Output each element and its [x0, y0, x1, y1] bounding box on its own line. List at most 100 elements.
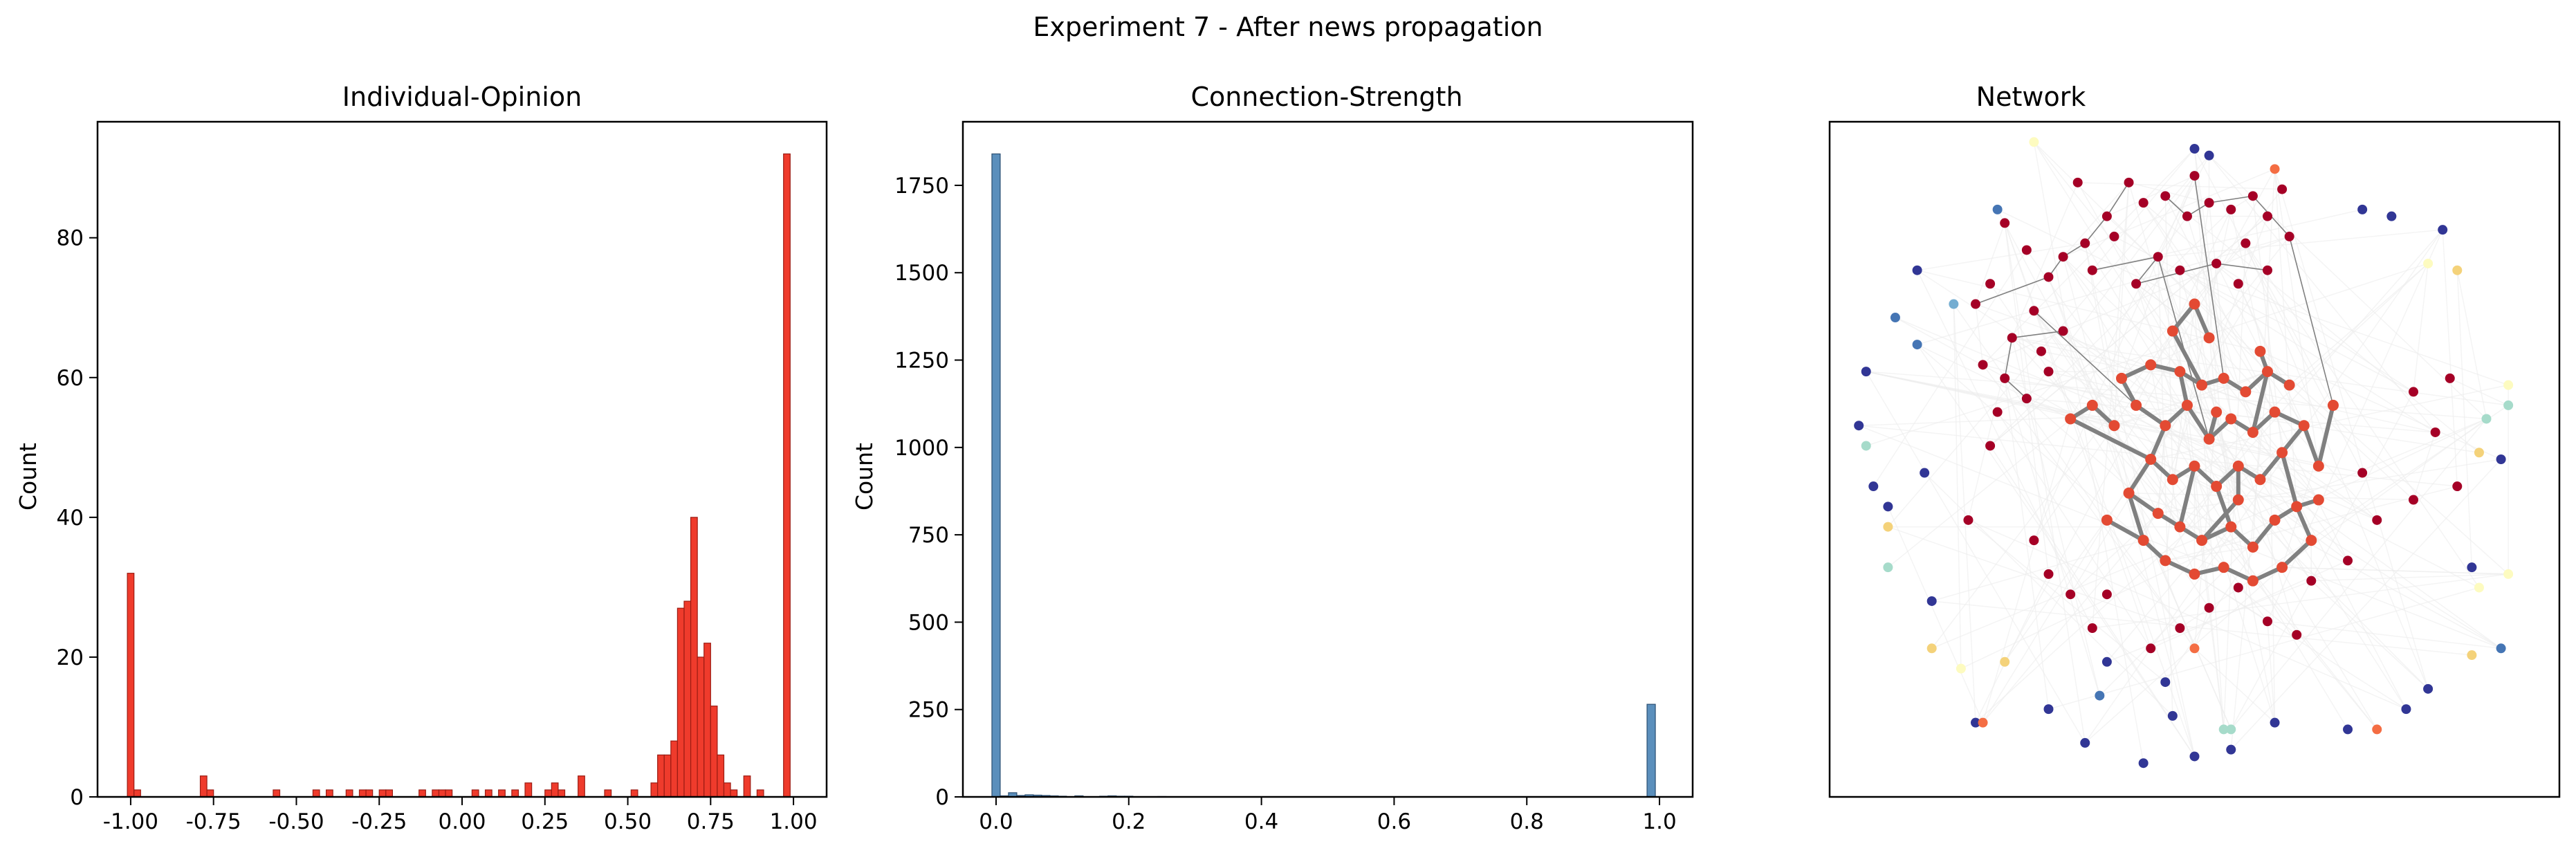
network-faint-edge	[2012, 182, 2079, 338]
network-node	[2029, 306, 2039, 316]
network-node	[2247, 575, 2258, 587]
opinion-histogram-ytick-label: 40	[57, 506, 84, 531]
network-node	[2138, 198, 2149, 208]
network-edge	[2126, 492, 2146, 542]
network-node	[2066, 589, 2076, 600]
network-faint-edge	[2187, 216, 2254, 433]
network-edge	[2004, 338, 2013, 379]
opinion-histogram-ytick-label: 20	[57, 645, 84, 670]
network-node	[2312, 460, 2324, 472]
network-faint-edge	[2143, 202, 2305, 426]
network-faint-edge	[2216, 411, 2480, 453]
network-faint-edge	[2164, 425, 2480, 589]
network-faint-edge	[2026, 398, 2159, 514]
opinion-histogram-bar	[677, 607, 685, 798]
network-node	[2409, 387, 2418, 397]
network-node	[2211, 406, 2223, 418]
opinion-histogram-yticks: 0 20 40 60 80	[57, 226, 98, 810]
network-panel: Network	[1828, 82, 2561, 798]
connection-histogram-ylabel: Count	[851, 443, 878, 511]
network-faint-edge	[2128, 182, 2209, 203]
network-edge	[2192, 303, 2211, 339]
connection-histogram-ytick-label: 500	[908, 610, 949, 635]
network-faint-edge	[1997, 209, 2195, 305]
network-edge	[2281, 538, 2313, 569]
network-node	[2204, 150, 2214, 160]
network-faint-edge	[2230, 459, 2502, 751]
network-faint-edge	[2077, 182, 2283, 190]
network-edge	[2092, 256, 2158, 271]
network-node	[2247, 541, 2258, 553]
network-faint-edge	[2193, 304, 2225, 730]
network-node	[1963, 515, 1974, 525]
network-node	[2291, 501, 2303, 513]
opinion-histogram-ytick-label: 80	[57, 226, 84, 251]
network-node	[2284, 231, 2294, 241]
network-faint-edge	[1982, 364, 2181, 629]
network-faint-edge	[1982, 364, 2137, 406]
network-node	[2153, 252, 2163, 262]
opinion-histogram-bar	[710, 706, 718, 798]
connection-histogram-title: Connection-Strength	[1190, 82, 1462, 112]
network-faint-edge	[1859, 411, 2217, 426]
network-node	[2174, 521, 2186, 533]
network-node	[2357, 204, 2368, 214]
network-node	[1854, 421, 1864, 431]
network-faint-edge	[2179, 270, 2436, 433]
network-faint-edge	[2172, 331, 2181, 372]
network-faint-edge	[2063, 168, 2275, 257]
network-edge	[2084, 216, 2108, 244]
network-edge	[2193, 175, 2225, 378]
network-faint-edge	[1953, 304, 1976, 723]
network-faint-edge	[2158, 257, 2173, 716]
network-node	[2160, 191, 2171, 201]
opinion-histogram-bar	[604, 789, 612, 798]
network-faint-edge	[2187, 405, 2225, 730]
network-node	[2087, 265, 2097, 275]
network-faint-edge	[2165, 546, 2254, 562]
network-faint-edge	[2084, 567, 2283, 744]
network-node	[2386, 211, 2397, 221]
network-faint-edge	[2012, 337, 2436, 433]
network-edge	[2012, 330, 2063, 339]
network-faint-edge	[2282, 567, 2509, 575]
network-faint-edge	[2164, 195, 2480, 453]
network-faint-edge	[2179, 405, 2509, 629]
network-node	[1971, 717, 1980, 728]
network-node	[2240, 386, 2252, 398]
network-node	[2029, 137, 2039, 147]
network-node	[1890, 313, 1900, 323]
opinion-histogram-bar	[273, 789, 281, 798]
network-node	[1978, 360, 1988, 370]
opinion-histogram-ytick-label: 60	[57, 366, 84, 391]
network-node	[2086, 399, 2098, 411]
network-faint-edge	[2106, 175, 2195, 217]
network-node	[2181, 399, 2193, 411]
network-faint-edge	[2106, 580, 2312, 663]
network-node	[2269, 406, 2281, 418]
network-faint-edge	[1924, 472, 2173, 717]
network-node	[2254, 345, 2266, 357]
network-node	[1978, 717, 1988, 728]
network-faint-edge	[1887, 155, 2210, 528]
opinion-histogram-xtick-label: -0.25	[351, 809, 407, 834]
network-node	[2109, 231, 2119, 241]
network-node	[2247, 426, 2258, 438]
network-edge	[2164, 195, 2188, 217]
network-faint-edge	[1982, 236, 2290, 366]
network-edge	[2214, 486, 2234, 528]
opinion-histogram-xtick-label: -0.50	[268, 809, 324, 834]
network-faint-edge	[1895, 317, 2501, 649]
network-node	[2211, 481, 2223, 493]
network-node	[2065, 413, 2077, 425]
network-node	[2101, 656, 2112, 667]
opinion-histogram-xtick-label: -0.75	[186, 809, 241, 834]
network-node	[1883, 502, 1893, 512]
network-node	[2058, 326, 2068, 336]
opinion-histogram-bar	[358, 789, 367, 798]
opinion-histogram-bar	[484, 789, 493, 798]
network-faint-edge	[2193, 647, 2276, 724]
connection-histogram-xtick-label: 0.4	[1244, 809, 1278, 834]
network-node	[2204, 198, 2214, 208]
network-node	[1926, 596, 1937, 606]
